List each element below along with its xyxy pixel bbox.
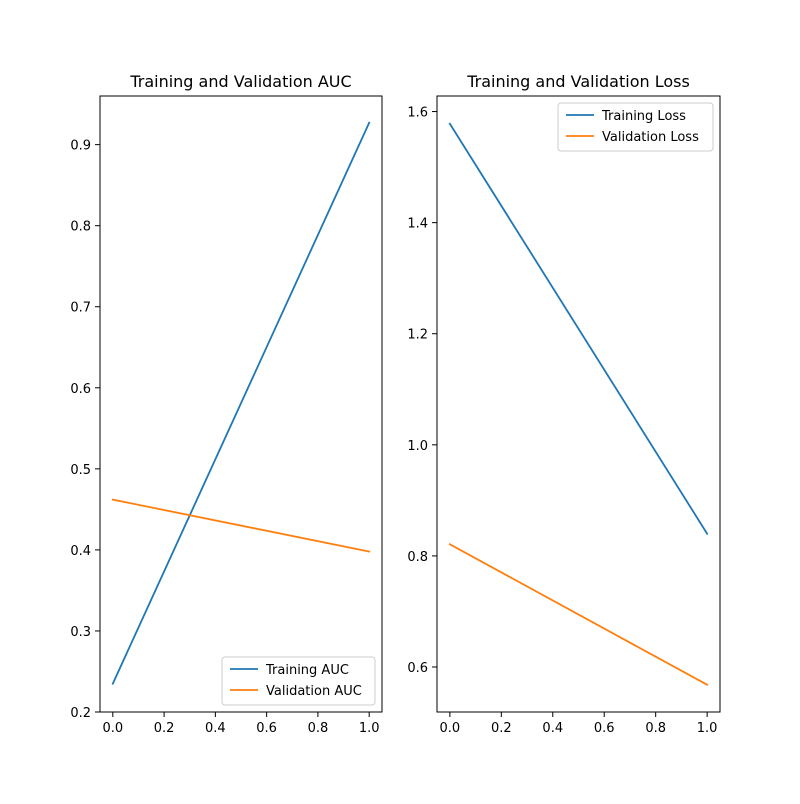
y-tick-label: 0.8 — [70, 220, 91, 235]
y-tick-label: 0.5 — [70, 463, 91, 478]
legend-label: Validation AUC — [266, 684, 362, 699]
axes-frame — [99, 95, 383, 713]
series-line-validation-loss — [448, 543, 709, 687]
legend-box — [221, 656, 376, 706]
x-tick-label: 0.8 — [645, 721, 666, 736]
legend: Training AUC Validation AUC — [221, 656, 376, 706]
y-tick-label: 0.7 — [70, 301, 91, 316]
y-tick-label: 1.4 — [407, 217, 428, 232]
subplot-loss: 0.0 0.2 0.4 0.6 0.8 1.0 0.6 0.8 1.0 1.2 1.4 1.6 Trai… — [407, 72, 721, 736]
chart-title: Training and Validation Loss — [466, 72, 690, 91]
x-tick-label: 0.6 — [594, 721, 615, 736]
y-tick-label: 0.4 — [70, 544, 91, 559]
y-tick-label: 0.8 — [407, 550, 428, 565]
series-line-training-auc — [111, 121, 371, 685]
y-tick-label: 1.0 — [407, 439, 428, 454]
x-tick-label: 0.4 — [542, 721, 563, 736]
series-line-training-loss — [448, 122, 709, 535]
series-line-validation-auc — [111, 498, 371, 553]
legend-label: Validation Loss — [602, 130, 699, 145]
subplot-auc: 0.0 0.2 0.4 0.6 0.8 1.0 0.2 0.3 0.4 0.5 0.6 0.7 0.8 0… — [70, 72, 383, 736]
legend-label: Training Loss — [601, 109, 686, 124]
y-tick-label: 0.3 — [70, 625, 91, 640]
y-tick-label: 0.9 — [70, 139, 91, 154]
x-tick-label: 0.2 — [491, 721, 512, 736]
y-tick-label: 0.6 — [407, 661, 428, 676]
x-tick-label: 1.0 — [359, 721, 380, 736]
y-tick-label: 0.6 — [70, 382, 91, 397]
legend: Training Loss Validation Loss — [557, 102, 714, 152]
legend-label: Training AUC — [265, 663, 349, 678]
chart-title: Training and Validation AUC — [129, 72, 351, 91]
x-tick-label: 0.6 — [256, 721, 277, 736]
y-tick-label: 1.6 — [407, 106, 428, 121]
y-tick-label: 1.2 — [407, 328, 428, 343]
x-tick-label: 0.4 — [205, 721, 226, 736]
x-tick-label: 0.0 — [440, 721, 461, 736]
x-tick-label: 0.2 — [154, 721, 175, 736]
x-tick-label: 0.0 — [102, 721, 123, 736]
axes-frame — [436, 95, 721, 713]
x-tick-label: 1.0 — [697, 721, 718, 736]
legend-box — [557, 102, 714, 152]
x-tick-label: 0.8 — [308, 721, 329, 736]
y-tick-label: 0.2 — [70, 706, 91, 721]
